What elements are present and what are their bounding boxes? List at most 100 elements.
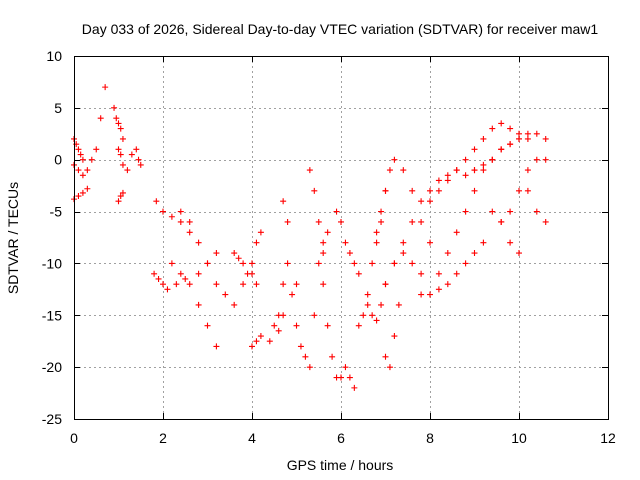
data-point bbox=[516, 130, 522, 137]
data-point bbox=[342, 239, 349, 246]
data-point bbox=[373, 239, 380, 246]
points-layer bbox=[71, 84, 549, 391]
data-point bbox=[275, 327, 282, 334]
data-point bbox=[253, 281, 260, 288]
data-point bbox=[173, 281, 180, 288]
data-point bbox=[284, 218, 291, 225]
data-point bbox=[480, 161, 487, 168]
data-point bbox=[271, 322, 278, 329]
data-point bbox=[177, 270, 184, 277]
data-point bbox=[297, 343, 304, 350]
series-s15 bbox=[280, 198, 291, 225]
data-point bbox=[115, 120, 122, 127]
data-point bbox=[93, 146, 100, 153]
y-tick-label: -20 bbox=[42, 359, 62, 375]
data-point bbox=[117, 125, 124, 132]
data-point bbox=[320, 250, 327, 257]
data-point bbox=[498, 146, 505, 153]
data-point bbox=[311, 187, 318, 194]
data-point bbox=[324, 322, 331, 329]
x-tick-label: 6 bbox=[337, 430, 345, 446]
data-point bbox=[462, 208, 469, 215]
data-point bbox=[213, 281, 220, 288]
data-point bbox=[435, 187, 442, 194]
data-point bbox=[444, 281, 451, 288]
data-point bbox=[351, 384, 358, 391]
data-point bbox=[222, 291, 229, 298]
series-s31 bbox=[524, 187, 549, 225]
data-point bbox=[84, 185, 91, 192]
x-tick-label: 8 bbox=[426, 430, 434, 446]
data-point bbox=[471, 167, 478, 174]
data-point bbox=[244, 270, 251, 277]
data-point bbox=[360, 312, 367, 319]
data-point bbox=[444, 177, 451, 184]
data-point bbox=[195, 239, 202, 246]
data-point bbox=[324, 229, 331, 236]
y-tick-label: -15 bbox=[42, 307, 62, 323]
data-point bbox=[235, 255, 242, 262]
data-point bbox=[382, 353, 389, 360]
data-point bbox=[524, 167, 531, 174]
data-point bbox=[400, 167, 407, 174]
data-point bbox=[338, 218, 344, 225]
series-s8 bbox=[119, 151, 135, 174]
y-axis-label: SDTVAR / TECUs bbox=[5, 182, 21, 294]
data-point bbox=[289, 291, 296, 298]
data-point bbox=[355, 270, 362, 277]
data-point bbox=[342, 364, 349, 371]
data-point bbox=[471, 146, 478, 153]
series-s24 bbox=[382, 167, 460, 288]
data-point bbox=[409, 218, 416, 225]
series-s14 bbox=[271, 260, 291, 329]
data-point bbox=[524, 130, 531, 137]
data-point bbox=[160, 208, 166, 215]
data-point bbox=[257, 333, 264, 340]
data-point bbox=[435, 286, 442, 293]
data-point bbox=[498, 218, 505, 225]
data-point bbox=[427, 198, 433, 205]
data-point bbox=[378, 301, 385, 308]
data-point bbox=[355, 322, 362, 329]
data-point bbox=[153, 198, 160, 205]
data-point bbox=[75, 193, 82, 200]
series-s10 bbox=[168, 260, 220, 350]
data-point bbox=[315, 218, 322, 225]
y-tick-label: 0 bbox=[54, 152, 62, 168]
series-s17 bbox=[306, 167, 327, 257]
data-point bbox=[257, 229, 264, 236]
series-s27 bbox=[462, 120, 531, 163]
data-point bbox=[369, 260, 376, 267]
data-point bbox=[333, 208, 340, 215]
data-point bbox=[480, 135, 487, 142]
data-point bbox=[409, 187, 416, 194]
data-point bbox=[453, 167, 460, 174]
data-point bbox=[373, 317, 380, 324]
series-s30 bbox=[489, 208, 522, 257]
data-point bbox=[507, 208, 514, 215]
data-point bbox=[364, 291, 371, 298]
data-point bbox=[498, 120, 505, 127]
x-tick-label: 4 bbox=[248, 430, 256, 446]
data-point bbox=[542, 156, 549, 163]
data-point bbox=[266, 338, 273, 345]
data-point bbox=[213, 250, 220, 257]
data-point bbox=[427, 291, 433, 298]
grid-layer bbox=[74, 56, 608, 419]
data-point bbox=[369, 312, 376, 319]
data-point bbox=[533, 208, 540, 215]
data-point bbox=[400, 239, 407, 246]
data-point bbox=[378, 208, 385, 215]
data-point bbox=[516, 135, 522, 142]
data-point bbox=[320, 281, 327, 288]
series-s26 bbox=[435, 135, 522, 277]
data-point bbox=[137, 161, 144, 168]
data-point bbox=[346, 250, 353, 257]
data-point bbox=[462, 172, 469, 179]
data-point bbox=[435, 270, 442, 277]
data-point bbox=[364, 301, 371, 308]
data-point bbox=[516, 250, 522, 257]
data-point bbox=[195, 270, 202, 277]
